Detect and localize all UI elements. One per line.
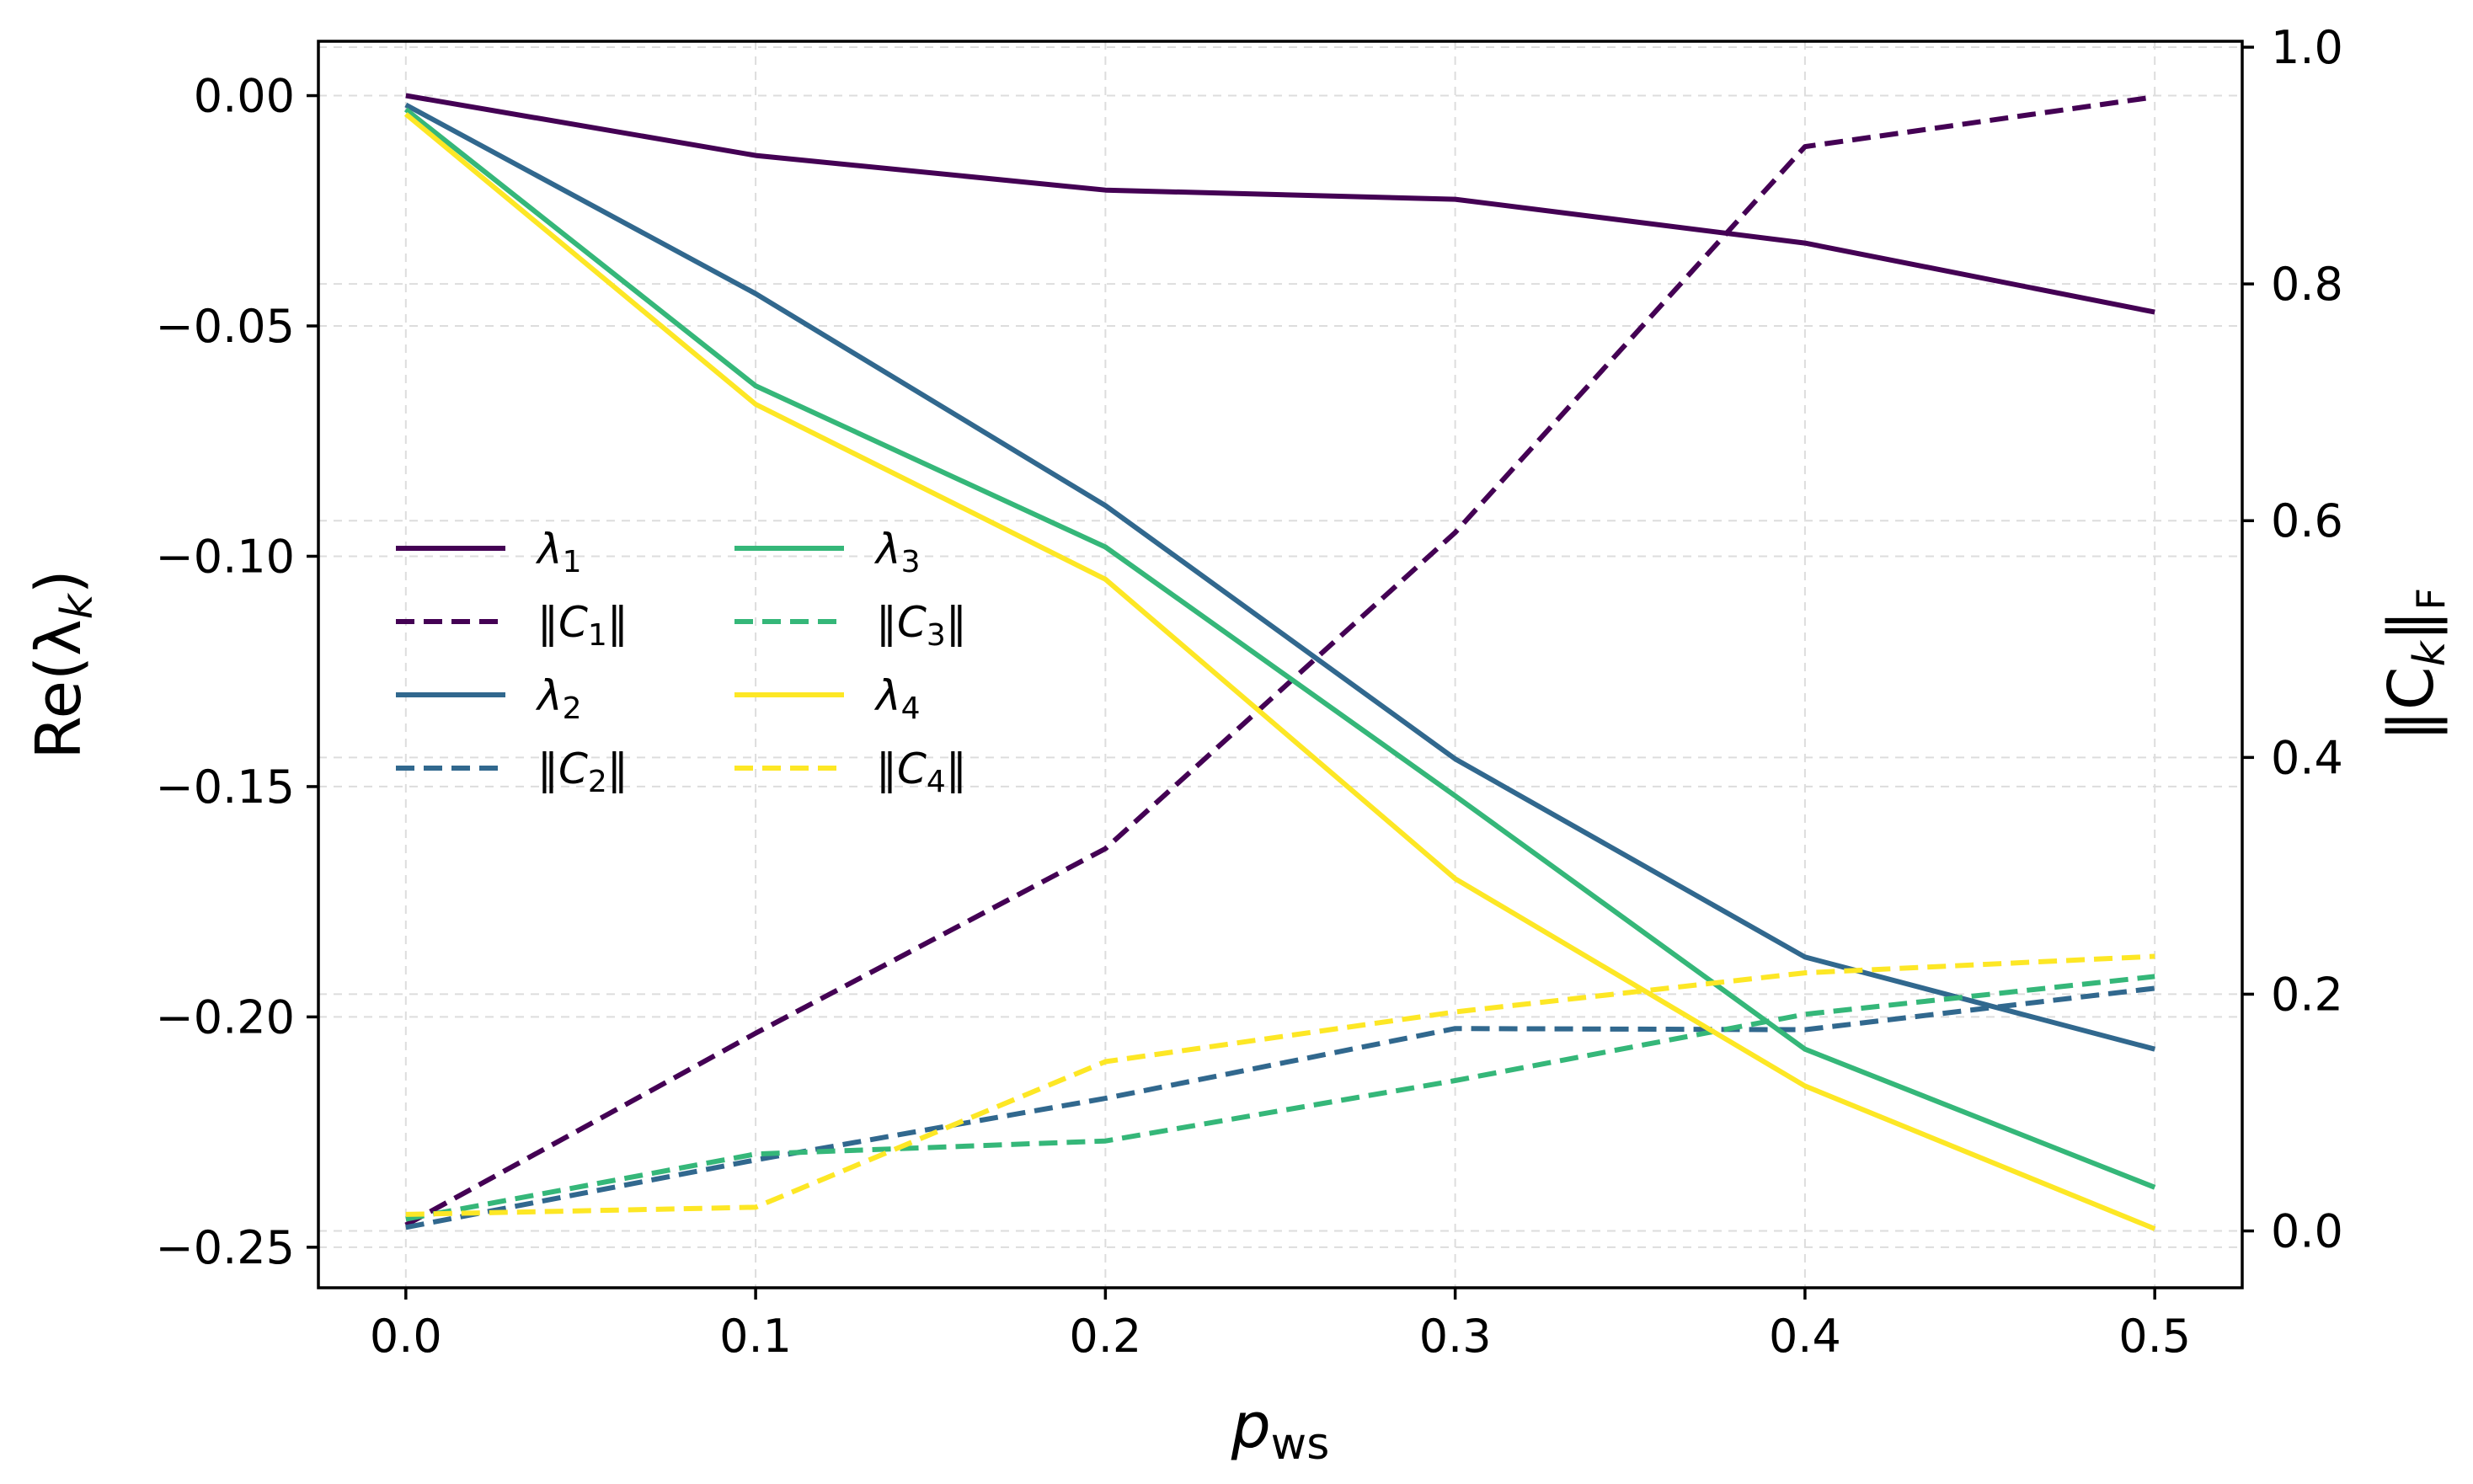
x-tick-label: 0.2 xyxy=(1069,1310,1141,1363)
y-axis-label-left: Re(λk) xyxy=(23,569,103,759)
y-left-tick-label: −0.25 xyxy=(156,1221,295,1274)
series-line-norm-c4 xyxy=(405,953,2155,1217)
y-left-tick-label: −0.05 xyxy=(156,300,295,353)
y-right-tick-label: 0.4 xyxy=(2271,731,2343,784)
series-line-lambda2 xyxy=(404,102,2155,1052)
series-line-lambda1 xyxy=(405,93,2155,315)
y-left-tick-label: 0.00 xyxy=(194,70,295,123)
x-tick-label: 0.0 xyxy=(370,1310,442,1363)
y-right-tick-label: 0.0 xyxy=(2271,1205,2343,1258)
legend-label-norm-c4: ‖C4‖ xyxy=(876,745,967,799)
x-axis-label: pws xyxy=(1231,1390,1330,1470)
plot-frame xyxy=(317,40,2244,1289)
x-tick-label: 0.5 xyxy=(2118,1310,2191,1363)
series-line-norm-c1 xyxy=(404,94,2155,1228)
legend-label-lambda1: λ1 xyxy=(535,525,582,579)
legend-label-lambda4: λ4 xyxy=(873,671,921,726)
series-line-norm-c3 xyxy=(405,974,2155,1222)
x-tick-label: 0.1 xyxy=(719,1310,792,1363)
y-axis-label-right: ‖Ck‖F xyxy=(2375,588,2455,741)
y-right-tick-label: 0.8 xyxy=(2271,258,2343,311)
y-left-tick-label: −0.10 xyxy=(156,530,295,583)
legend-label-norm-c1: ‖C1‖ xyxy=(537,598,628,653)
legend-label-norm-c3: ‖C3‖ xyxy=(876,598,967,653)
axis-ticks: 0.0 0.1 0.2 0.3 0.4 0.5 0.00 −0.05 −0.10 −0.15 −0.… xyxy=(156,21,2343,1363)
y-right-tick-label: 0.2 xyxy=(2271,968,2343,1021)
series-lines xyxy=(403,93,2156,1231)
y-left-tick-label: −0.20 xyxy=(156,990,295,1044)
series-line-lambda3 xyxy=(403,107,2156,1190)
y-right-tick-label: 0.6 xyxy=(2271,494,2343,547)
series-line-lambda4 xyxy=(403,112,2156,1231)
x-tick-label: 0.4 xyxy=(1769,1310,1841,1363)
series-line-norm-c2 xyxy=(405,985,2155,1230)
x-tick-label: 0.3 xyxy=(1419,1310,1492,1363)
y-right-tick-label: 1.0 xyxy=(2271,21,2343,74)
y-left-tick-label: −0.15 xyxy=(156,761,295,814)
legend: λ1 ‖C1‖ λ2 ‖C2‖ λ3 ‖C3‖ λ4 ‖C4‖ xyxy=(396,525,967,799)
legend-label-norm-c2: ‖C2‖ xyxy=(537,745,628,799)
legend-label-lambda3: λ3 xyxy=(873,525,921,579)
legend-label-lambda2: λ2 xyxy=(535,671,582,726)
grid xyxy=(318,41,2242,1288)
